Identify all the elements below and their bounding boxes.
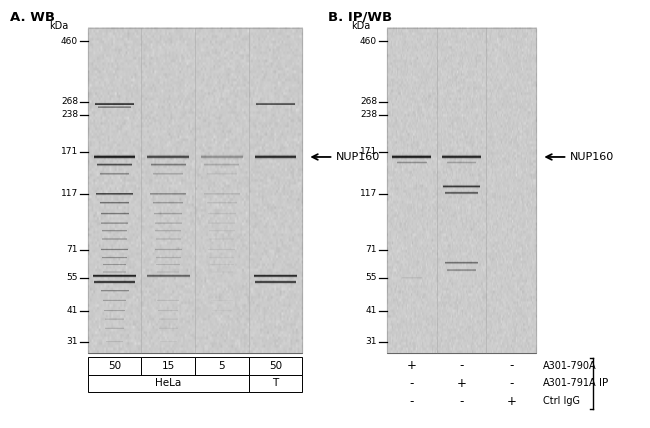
- Text: 15: 15: [162, 360, 175, 371]
- Text: NUP160: NUP160: [336, 152, 380, 162]
- Text: 171: 171: [60, 147, 78, 156]
- Text: kDa: kDa: [351, 21, 370, 31]
- Text: 50: 50: [108, 360, 121, 371]
- Text: -: -: [509, 359, 514, 372]
- Text: 268: 268: [360, 97, 377, 106]
- Text: 460: 460: [61, 37, 78, 46]
- Text: +: +: [407, 359, 417, 372]
- Text: 55: 55: [365, 273, 377, 282]
- Text: 238: 238: [360, 110, 377, 119]
- Text: A. WB: A. WB: [10, 11, 55, 24]
- Text: 268: 268: [61, 97, 78, 106]
- Text: NUP160: NUP160: [570, 152, 614, 162]
- Text: 31: 31: [66, 337, 78, 346]
- Text: -: -: [460, 359, 463, 372]
- Text: 171: 171: [359, 147, 377, 156]
- Bar: [387, 28, 536, 353]
- Bar: [88, 28, 302, 353]
- Bar: [88, 357, 142, 374]
- Text: T: T: [272, 378, 279, 389]
- Text: 71: 71: [365, 245, 377, 254]
- Text: 117: 117: [60, 190, 78, 199]
- Text: 50: 50: [269, 360, 282, 371]
- Text: kDa: kDa: [49, 21, 68, 31]
- Text: 55: 55: [66, 273, 78, 282]
- Bar: [88, 374, 248, 392]
- Text: +: +: [506, 395, 516, 408]
- Text: -: -: [509, 377, 514, 390]
- Bar: [248, 357, 302, 374]
- Text: B. IP/WB: B. IP/WB: [328, 11, 393, 24]
- Text: -: -: [460, 395, 463, 408]
- Text: -: -: [410, 395, 414, 408]
- Text: Ctrl IgG: Ctrl IgG: [543, 396, 580, 407]
- Bar: [248, 374, 302, 392]
- Bar: [195, 357, 249, 374]
- Text: 117: 117: [359, 190, 377, 199]
- Text: 41: 41: [66, 306, 78, 315]
- Text: +: +: [456, 377, 467, 390]
- Text: 31: 31: [365, 337, 377, 346]
- Text: A301-791A: A301-791A: [543, 378, 597, 389]
- Text: IP: IP: [599, 378, 608, 389]
- Text: 238: 238: [61, 110, 78, 119]
- Text: 460: 460: [360, 37, 377, 46]
- Text: A301-790A: A301-790A: [543, 360, 597, 371]
- Text: HeLa: HeLa: [155, 378, 181, 389]
- Text: 41: 41: [365, 306, 377, 315]
- Text: 5: 5: [218, 360, 225, 371]
- Text: 71: 71: [66, 245, 78, 254]
- Text: -: -: [410, 377, 414, 390]
- Bar: [142, 357, 195, 374]
